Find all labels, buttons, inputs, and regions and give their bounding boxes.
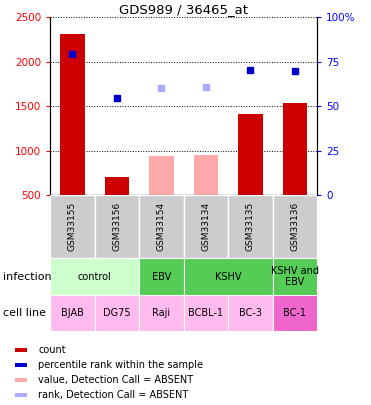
Bar [184,295,228,331]
Bar [60,34,85,195]
Text: GSM33155: GSM33155 [68,202,77,251]
Text: GSM33156: GSM33156 [112,202,121,251]
Bar [184,258,273,295]
Bar [228,195,273,258]
Title: GDS989 / 36465_at: GDS989 / 36465_at [119,3,248,16]
Bar [50,195,95,258]
Bar [95,295,139,331]
Text: GSM33154: GSM33154 [157,202,166,251]
Text: KSHV and
EBV: KSHV and EBV [271,266,319,288]
Text: GSM33136: GSM33136 [290,202,299,251]
Bar [149,156,174,195]
Text: Raji: Raji [152,308,170,318]
Bar [228,295,273,331]
Bar [50,258,139,295]
Text: control: control [78,272,111,281]
Bar [95,195,139,258]
Bar [283,103,307,195]
Text: BCBL-1: BCBL-1 [188,308,223,318]
Bar [273,195,317,258]
Bar [139,195,184,258]
Bar [50,295,95,331]
Bar [14,378,27,382]
Text: GSM33135: GSM33135 [246,202,255,251]
Text: infection: infection [3,272,52,281]
Text: cell line: cell line [3,308,46,318]
Bar [184,195,228,258]
Text: BJAB: BJAB [61,308,84,318]
Bar [238,114,263,195]
Bar [273,258,317,295]
Bar [273,295,317,331]
Text: count: count [38,345,66,355]
Text: DG75: DG75 [103,308,131,318]
Text: BC-3: BC-3 [239,308,262,318]
Bar [139,258,184,295]
Bar [194,155,218,195]
Text: percentile rank within the sample: percentile rank within the sample [38,360,203,370]
Text: value, Detection Call = ABSENT: value, Detection Call = ABSENT [38,375,193,385]
Bar [14,393,27,397]
Text: KSHV: KSHV [215,272,242,281]
Bar [14,363,27,367]
Text: EBV: EBV [152,272,171,281]
Text: GSM33134: GSM33134 [201,202,210,251]
Bar [105,177,129,195]
Bar [139,295,184,331]
Text: BC-1: BC-1 [283,308,306,318]
Text: rank, Detection Call = ABSENT: rank, Detection Call = ABSENT [38,390,188,400]
Bar [14,348,27,352]
